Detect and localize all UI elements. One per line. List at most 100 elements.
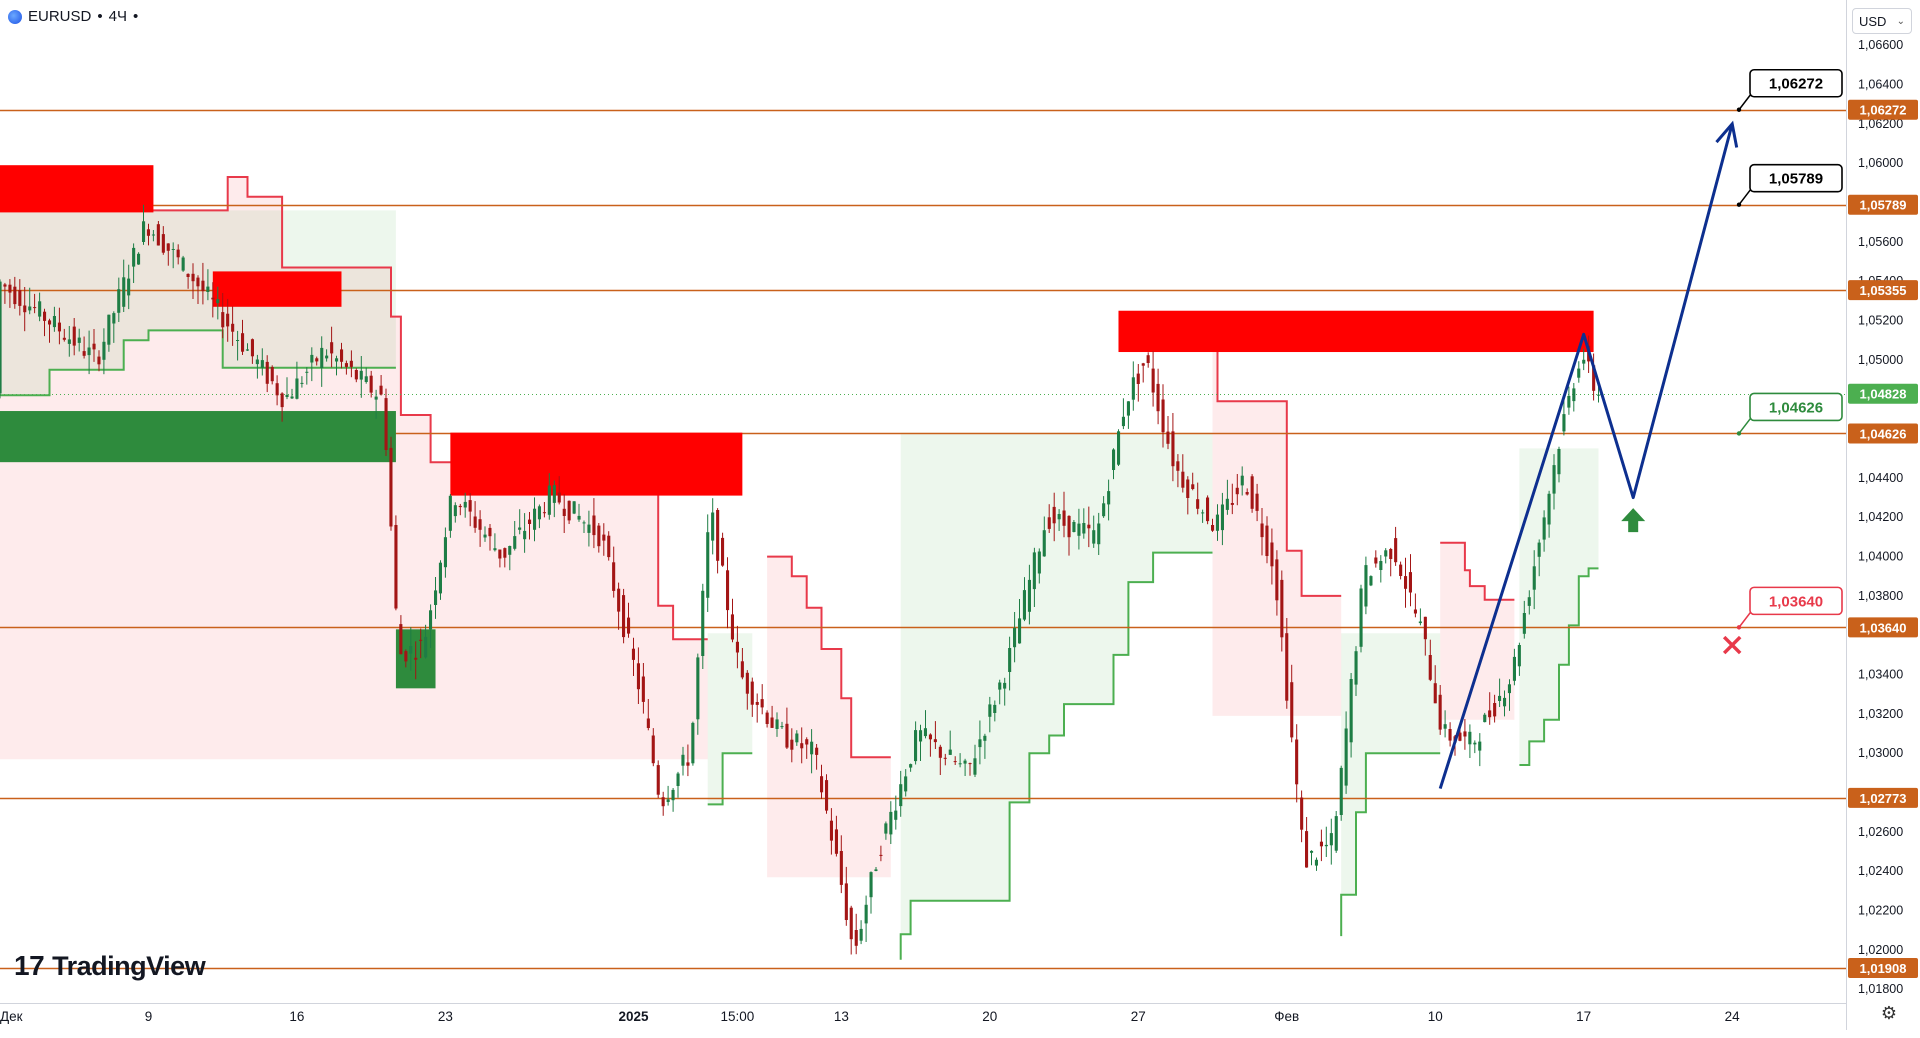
candle-body — [151, 234, 155, 236]
candle-body — [1047, 517, 1051, 529]
trailing-stop-line-red — [1440, 541, 1515, 601]
price-callout-box[interactable] — [1749, 163, 1843, 193]
price-axis-tick-label: 1,04000 — [1858, 550, 1903, 564]
candle-body — [67, 339, 71, 344]
candle-body — [1171, 431, 1175, 467]
price-axis-tick-label: 1,02000 — [1858, 943, 1903, 957]
price-axis-tick-label: 1,05600 — [1858, 235, 1903, 249]
candle-body — [844, 883, 848, 920]
candle-body — [82, 351, 86, 356]
candle-body — [52, 316, 56, 328]
candle-body — [434, 590, 438, 605]
candle-body — [186, 273, 190, 277]
candle-body — [923, 728, 927, 737]
candle-body — [320, 347, 324, 368]
candle-body — [424, 636, 428, 658]
candle-body — [181, 257, 185, 271]
candle-body — [503, 548, 507, 558]
candle-body — [206, 286, 210, 292]
candle-body — [651, 735, 655, 764]
candle-body — [335, 358, 339, 362]
candle-body — [1399, 564, 1403, 576]
forecast-path-line[interactable] — [1438, 123, 1734, 790]
candle-body — [988, 704, 992, 717]
candle-body — [1354, 651, 1358, 685]
currency-selector-button[interactable]: USD ⌄ — [1852, 8, 1912, 34]
candle-body — [325, 355, 329, 359]
candle-body — [127, 278, 131, 296]
candle-body — [354, 370, 358, 380]
level-price-tag-bg — [1848, 280, 1918, 301]
candle-body — [1300, 797, 1304, 830]
candle-body — [1527, 597, 1531, 606]
candle-body — [201, 280, 205, 292]
price-callout-box[interactable] — [1749, 68, 1843, 98]
candle-body — [1141, 363, 1145, 366]
candle-body — [1151, 368, 1155, 393]
candle-body — [231, 323, 235, 332]
candle-body — [493, 548, 497, 551]
price-axis-tick-label: 1,03800 — [1858, 589, 1903, 603]
price-callout-label: 1,06272 — [1769, 76, 1823, 93]
candle-body — [1339, 767, 1343, 815]
candle-body — [1310, 850, 1314, 853]
candle-body — [1062, 510, 1066, 526]
candle-body — [636, 663, 640, 690]
candle-body — [1191, 484, 1195, 489]
candle-body — [458, 505, 462, 508]
symbol-header[interactable]: EURUSD • 4Ч • — [8, 8, 138, 25]
candle-body — [899, 784, 903, 807]
tradingview-logo[interactable]: 17 TradingView — [14, 950, 206, 982]
price-callout-box[interactable] — [1749, 392, 1843, 422]
candle-body — [1488, 710, 1492, 718]
candle-body — [1092, 530, 1096, 544]
candle-body — [542, 512, 546, 514]
candle-body — [1374, 557, 1378, 564]
candle-body — [805, 739, 809, 745]
candle-body — [587, 524, 591, 533]
interval-label[interactable]: 4Ч — [108, 8, 127, 25]
supply-zone[interactable] — [0, 165, 154, 213]
settings-gear-icon[interactable]: ⚙ — [1880, 1002, 1898, 1023]
candle-body — [1181, 471, 1185, 488]
level-price-tag: 1,03640 — [1860, 620, 1907, 635]
supply-zone[interactable] — [212, 271, 342, 307]
price-callout-box[interactable] — [1749, 586, 1843, 616]
time-axis-tick-label: Фев — [1274, 1009, 1299, 1024]
candle-body — [671, 789, 675, 801]
candle-body — [404, 651, 408, 662]
candle-body — [829, 820, 833, 841]
candle-body — [597, 525, 601, 547]
candle-body — [429, 610, 433, 630]
candle-body — [701, 590, 705, 656]
candle-body — [1003, 682, 1007, 689]
candle-body — [359, 370, 363, 380]
candle-body — [1364, 565, 1368, 607]
price-axis-tick-label: 1,05000 — [1858, 353, 1903, 367]
candle-body — [1359, 588, 1363, 647]
candle-body — [518, 527, 522, 530]
time-axis-tick-label: 17 — [1576, 1009, 1591, 1024]
candle-body — [661, 797, 665, 807]
candle-body — [602, 534, 606, 541]
candle-body — [107, 314, 111, 345]
supply-zone[interactable] — [1118, 310, 1594, 353]
candle-body — [874, 869, 878, 871]
time-axis-tick-label: Дек — [0, 1009, 23, 1024]
candle-body — [1547, 493, 1551, 525]
candle-body — [795, 733, 799, 743]
demand-zone[interactable] — [0, 411, 396, 463]
candle-body — [122, 277, 126, 307]
candle-body — [592, 515, 596, 536]
candle-body — [1394, 538, 1398, 563]
currency-flag-icon — [8, 9, 22, 24]
candle-body — [1557, 449, 1561, 475]
candle-body — [909, 764, 913, 768]
candle-body — [978, 739, 982, 748]
current-price-tag: 1,04828 — [1860, 387, 1907, 402]
supply-zone[interactable] — [450, 432, 743, 496]
candle-body — [3, 284, 7, 287]
candle-body — [869, 872, 873, 898]
